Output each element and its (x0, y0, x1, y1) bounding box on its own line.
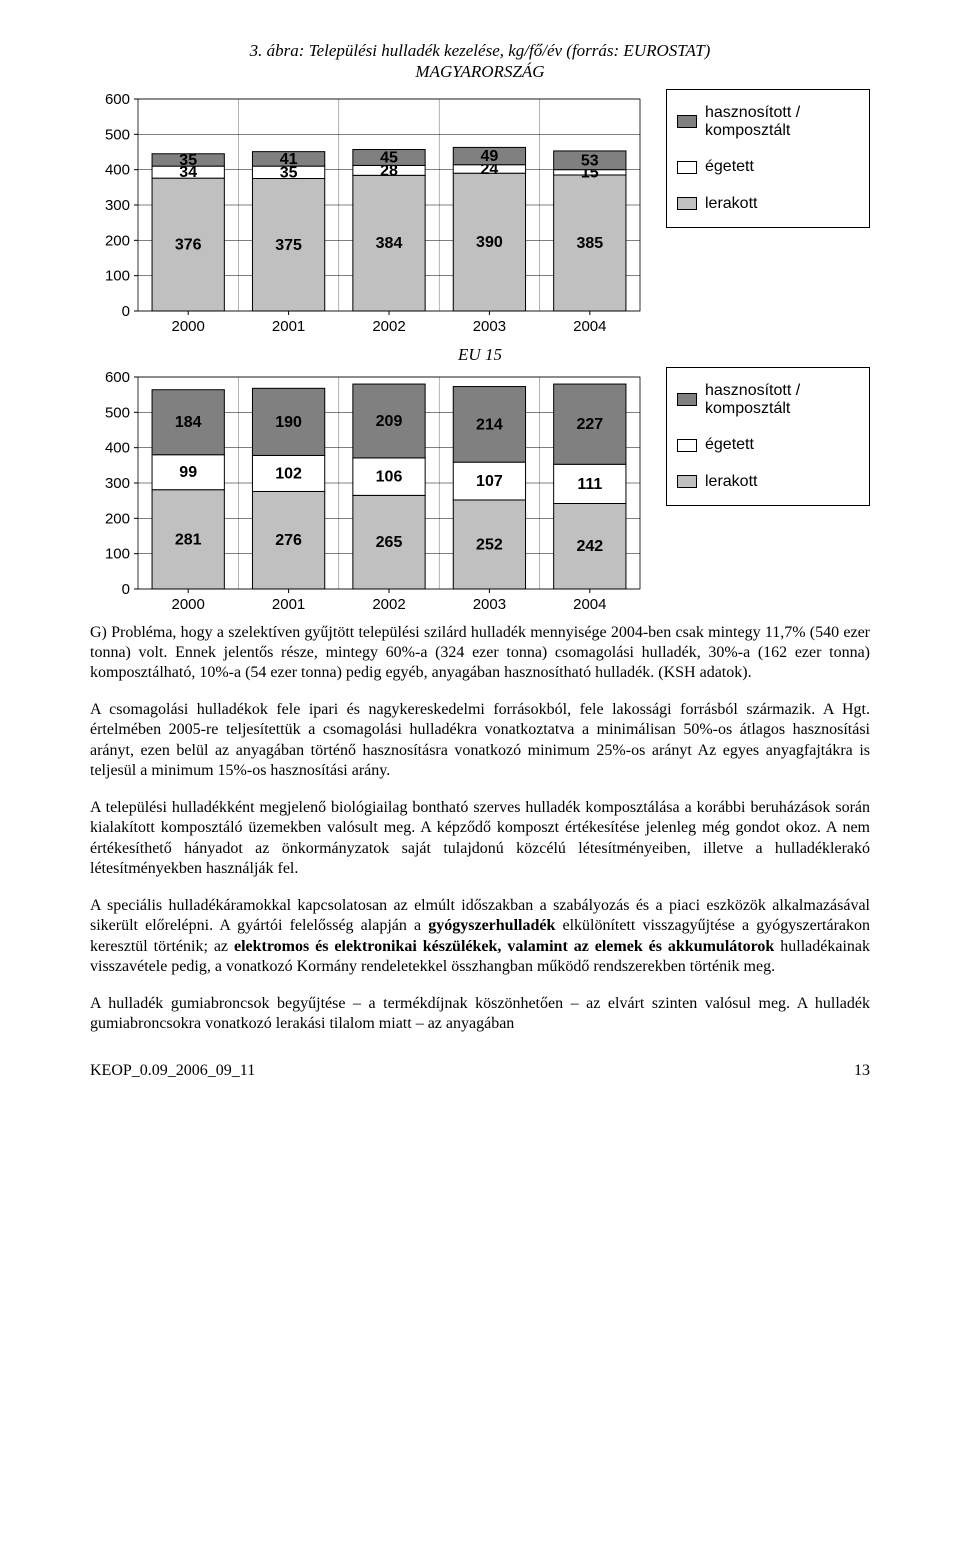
svg-text:600: 600 (105, 369, 130, 386)
svg-text:53: 53 (581, 152, 599, 169)
svg-text:102: 102 (275, 465, 302, 482)
svg-text:99: 99 (179, 464, 197, 481)
svg-text:281: 281 (175, 531, 202, 548)
legend-item-lerakott: lerakott (677, 473, 859, 491)
legend-hu: hasznosított / komposztált égetett lerakot… (666, 89, 870, 229)
paragraph-2: A települési hulladékként megjelenő biol… (90, 798, 870, 880)
svg-text:500: 500 (105, 404, 130, 421)
chart-eu-row: 0 100 200 300 400 500 600 2000 281 99 184 2001 276 10… (90, 367, 870, 617)
svg-text:2003: 2003 (473, 596, 506, 613)
svg-text:2000: 2000 (172, 318, 205, 335)
legend-swatch-egetett (677, 161, 697, 174)
legend-label-hasznositott: hasznosított / komposztált (705, 382, 859, 419)
legend-item-egetett: égetett (677, 158, 859, 176)
paragraph-4: A hulladék gumiabroncsok begyűjtése – a … (90, 994, 870, 1035)
svg-text:600: 600 (105, 91, 130, 108)
paragraph-g: G) Probléma, hogy a szelektíven gyűjtött… (90, 623, 870, 684)
legend-item-lerakott: lerakott (677, 195, 859, 213)
svg-text:2002: 2002 (372, 318, 405, 335)
legend-swatch-egetett (677, 439, 697, 452)
para-g-text: G) Probléma, hogy a szelektíven gyűjtött… (90, 624, 870, 682)
legend-item-egetett: égetett (677, 436, 859, 454)
legend-label-egetett: égetett (705, 436, 754, 454)
svg-text:384: 384 (376, 235, 403, 252)
paragraph-3: A speciális hulladékáramokkal kapcsolato… (90, 896, 870, 978)
svg-text:2000: 2000 (172, 596, 205, 613)
svg-text:227: 227 (576, 416, 603, 433)
svg-text:385: 385 (576, 234, 603, 251)
legend-label-lerakott: lerakott (705, 195, 757, 213)
legend-label-egetett: égetett (705, 158, 754, 176)
legend-eu: hasznosított / komposztált égetett lerakot… (666, 367, 870, 507)
page-footer: KEOP_0.09_2006_09_11 13 (90, 1062, 870, 1080)
figure-title: 3. ábra: Települési hulladék kezelése, k… (90, 40, 870, 83)
legend-swatch-lerakott (677, 475, 697, 488)
legend-item-hasznositott: hasznosított / komposztált (677, 382, 859, 419)
svg-text:2004: 2004 (573, 596, 606, 613)
svg-text:35: 35 (179, 151, 197, 168)
para-2-text: A települési hulladékként megjelenő biol… (90, 799, 870, 877)
legend-item-hasznositott: hasznosított / komposztált (677, 104, 859, 141)
legend-swatch-hasznositott (677, 393, 697, 406)
chart-hu: 0100200300400500600200037634352001375354… (90, 89, 650, 339)
chart-eu: 0 100 200 300 400 500 600 2000 281 99 184 2001 276 10… (90, 367, 650, 617)
svg-text:0: 0 (122, 303, 130, 320)
para-4-text: A hulladék gumiabroncsok begyűjtése – a … (90, 995, 870, 1032)
figure-title-line1: 3. ábra: Települési hulladék kezelése, k… (250, 41, 711, 60)
svg-text:2001: 2001 (272, 318, 305, 335)
footer-right: 13 (854, 1062, 870, 1080)
legend-label-hasznositott: hasznosított / komposztált (705, 104, 859, 141)
svg-text:190: 190 (275, 413, 302, 430)
svg-text:45: 45 (380, 149, 398, 166)
svg-text:0: 0 (122, 581, 130, 598)
svg-text:2004: 2004 (573, 318, 606, 335)
para-3d-bold: elektromos és elektronikai készülékek, v… (234, 938, 774, 955)
legend-label-lerakott: lerakott (705, 473, 757, 491)
svg-text:400: 400 (105, 439, 130, 456)
svg-text:100: 100 (105, 267, 130, 284)
svg-text:252: 252 (476, 536, 503, 553)
svg-text:100: 100 (105, 545, 130, 562)
svg-text:2003: 2003 (473, 318, 506, 335)
chart-hu-row: 0100200300400500600200037634352001375354… (90, 89, 870, 339)
svg-text:209: 209 (376, 412, 403, 429)
svg-text:200: 200 (105, 510, 130, 527)
svg-text:300: 300 (105, 197, 130, 214)
svg-text:265: 265 (376, 534, 403, 551)
svg-text:390: 390 (476, 234, 503, 251)
svg-text:200: 200 (105, 232, 130, 249)
svg-text:111: 111 (577, 475, 602, 492)
svg-text:242: 242 (576, 538, 603, 555)
svg-text:106: 106 (376, 468, 403, 485)
svg-text:214: 214 (476, 416, 503, 433)
svg-text:400: 400 (105, 161, 130, 178)
svg-text:107: 107 (476, 473, 503, 490)
legend-swatch-lerakott (677, 197, 697, 210)
para-1-text: A csomagolási hulladékok fele ipari és n… (90, 701, 870, 779)
legend-swatch-hasznositott (677, 115, 697, 128)
svg-text:300: 300 (105, 475, 130, 492)
svg-text:2001: 2001 (272, 596, 305, 613)
svg-text:276: 276 (275, 532, 302, 549)
footer-left: KEOP_0.09_2006_09_11 (90, 1062, 255, 1080)
svg-text:375: 375 (275, 236, 302, 253)
svg-text:500: 500 (105, 126, 130, 143)
subtitle-eu: EU 15 (90, 345, 870, 365)
para-3b-bold: gyógyszerhulladék (428, 917, 555, 934)
svg-text:41: 41 (280, 150, 298, 167)
paragraph-1: A csomagolási hulladékok fele ipari és n… (90, 700, 870, 782)
svg-text:2002: 2002 (372, 596, 405, 613)
svg-text:184: 184 (175, 414, 202, 431)
svg-text:376: 376 (175, 236, 202, 253)
svg-text:49: 49 (481, 148, 499, 165)
figure-title-line2: MAGYARORSZÁG (415, 62, 544, 81)
